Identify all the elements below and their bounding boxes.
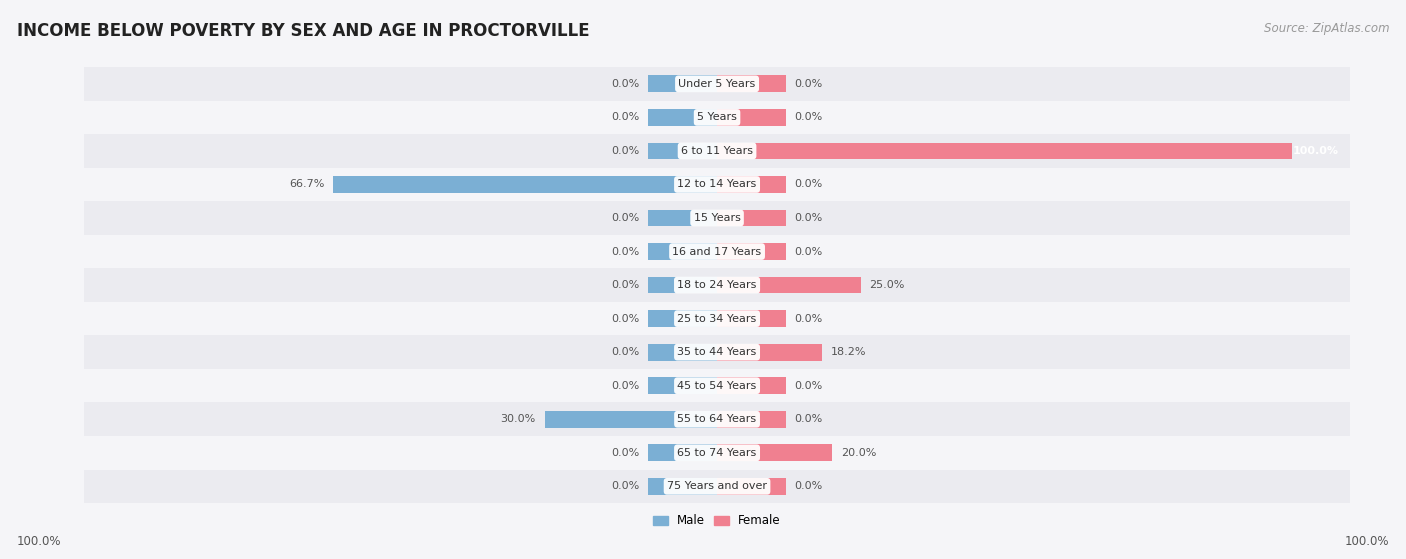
Bar [544, 411, 717, 428]
Bar [333, 176, 717, 193]
Text: 6 to 11 Years: 6 to 11 Years [681, 146, 754, 156]
Text: 65 to 74 Years: 65 to 74 Years [678, 448, 756, 458]
Text: 66.7%: 66.7% [290, 179, 325, 190]
Bar [717, 75, 786, 92]
Bar [717, 243, 786, 260]
Bar [717, 377, 786, 394]
Text: 100.0%: 100.0% [17, 535, 62, 548]
Bar [84, 369, 1350, 402]
Bar [84, 235, 1350, 268]
Text: 18 to 24 Years: 18 to 24 Years [678, 280, 756, 290]
Text: 0.0%: 0.0% [794, 381, 823, 391]
Text: 0.0%: 0.0% [612, 247, 640, 257]
Text: INCOME BELOW POVERTY BY SEX AND AGE IN PROCTORVILLE: INCOME BELOW POVERTY BY SEX AND AGE IN P… [17, 22, 589, 40]
Text: 0.0%: 0.0% [612, 481, 640, 491]
Bar [84, 402, 1350, 436]
Text: 0.0%: 0.0% [794, 481, 823, 491]
Bar [84, 436, 1350, 470]
Text: 5 Years: 5 Years [697, 112, 737, 122]
Text: 0.0%: 0.0% [612, 79, 640, 89]
Text: 35 to 44 Years: 35 to 44 Years [678, 347, 756, 357]
Bar [648, 377, 717, 394]
Bar [717, 310, 786, 327]
Bar [84, 134, 1350, 168]
Text: 0.0%: 0.0% [612, 448, 640, 458]
Bar [648, 310, 717, 327]
Bar [84, 168, 1350, 201]
Bar [717, 176, 786, 193]
Text: 0.0%: 0.0% [794, 314, 823, 324]
Bar [84, 470, 1350, 503]
Bar [84, 268, 1350, 302]
Bar [717, 210, 786, 226]
Text: 100.0%: 100.0% [1344, 535, 1389, 548]
Text: 55 to 64 Years: 55 to 64 Years [678, 414, 756, 424]
Bar [717, 478, 786, 495]
Bar [717, 444, 832, 461]
Text: 16 and 17 Years: 16 and 17 Years [672, 247, 762, 257]
Bar [648, 143, 717, 159]
Bar [84, 335, 1350, 369]
Text: 0.0%: 0.0% [612, 280, 640, 290]
Text: 0.0%: 0.0% [612, 146, 640, 156]
Bar [648, 277, 717, 293]
Text: 0.0%: 0.0% [612, 213, 640, 223]
Text: 0.0%: 0.0% [794, 179, 823, 190]
Bar [648, 344, 717, 361]
Bar [84, 101, 1350, 134]
Bar [84, 302, 1350, 335]
Text: 0.0%: 0.0% [612, 381, 640, 391]
Bar [717, 143, 1292, 159]
Legend: Male, Female: Male, Female [648, 510, 786, 532]
Text: 45 to 54 Years: 45 to 54 Years [678, 381, 756, 391]
Text: 0.0%: 0.0% [612, 314, 640, 324]
Text: 0.0%: 0.0% [794, 247, 823, 257]
Text: Source: ZipAtlas.com: Source: ZipAtlas.com [1264, 22, 1389, 35]
Text: 100.0%: 100.0% [1292, 146, 1339, 156]
Text: 0.0%: 0.0% [794, 79, 823, 89]
Bar [648, 210, 717, 226]
Bar [84, 201, 1350, 235]
Bar [717, 344, 821, 361]
Text: 12 to 14 Years: 12 to 14 Years [678, 179, 756, 190]
Bar [648, 109, 717, 126]
Bar [717, 411, 786, 428]
Bar [648, 444, 717, 461]
Text: 0.0%: 0.0% [612, 347, 640, 357]
Bar [648, 243, 717, 260]
Text: 25 to 34 Years: 25 to 34 Years [678, 314, 756, 324]
Text: 0.0%: 0.0% [794, 414, 823, 424]
Text: 30.0%: 30.0% [501, 414, 536, 424]
Bar [717, 277, 860, 293]
Text: Under 5 Years: Under 5 Years [679, 79, 755, 89]
Text: 0.0%: 0.0% [612, 112, 640, 122]
Text: 15 Years: 15 Years [693, 213, 741, 223]
Bar [84, 67, 1350, 101]
Text: 18.2%: 18.2% [831, 347, 866, 357]
Text: 0.0%: 0.0% [794, 213, 823, 223]
Text: 0.0%: 0.0% [794, 112, 823, 122]
Bar [717, 109, 786, 126]
Bar [648, 75, 717, 92]
Text: 75 Years and over: 75 Years and over [666, 481, 768, 491]
Text: 25.0%: 25.0% [869, 280, 905, 290]
Bar [648, 478, 717, 495]
Text: 20.0%: 20.0% [841, 448, 876, 458]
